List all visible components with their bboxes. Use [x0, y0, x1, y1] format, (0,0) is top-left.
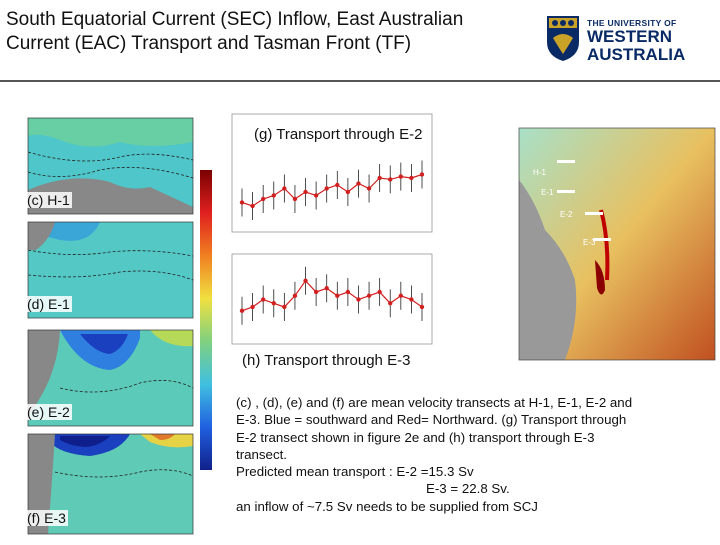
title-line-2: Current (EAC) Transport and Tasman Front… [6, 33, 412, 54]
transport-g-point [356, 181, 361, 186]
transport-h-point [335, 293, 340, 298]
transport-h-point [356, 297, 361, 302]
caption-line-7: an inflow of ~7.5 Sv needs to be supplie… [236, 498, 538, 514]
transport-h-point [419, 304, 425, 310]
transport-g-title: (g) Transport through E-2 [254, 126, 423, 143]
eddy-map: H-1 E-1 E-2 E-3 [505, 120, 717, 375]
figure-caption: (c) , (d), (e) and (f) are mean velocity… [236, 394, 718, 515]
title-divider [0, 80, 720, 82]
transport-g-point [398, 174, 404, 179]
transport-g-point [409, 175, 414, 181]
caption-line-4: transect. [236, 446, 287, 462]
logo-line-2: WESTERN [587, 27, 672, 46]
transport-h-point [303, 278, 308, 283]
panel-e-label: (e) E-2 [25, 404, 72, 420]
panel-d-label: (d) E-1 [25, 296, 72, 312]
map-label-h1: H-1 [533, 168, 546, 177]
transport-h-title: (h) Transport through E-3 [242, 352, 411, 369]
transport-g-point [292, 196, 298, 202]
map-label-e3: E-3 [583, 238, 596, 247]
transport-g-point [324, 186, 329, 191]
crest-icon [547, 16, 579, 61]
transport-g-point [260, 196, 266, 202]
transect-panel-d: (d) E-1 [0, 220, 205, 325]
transport-g-point [377, 175, 382, 181]
transport-g-point [250, 203, 255, 209]
panel-c-label: (c) H-1 [25, 192, 72, 208]
transport-h-point [250, 304, 255, 310]
transport-h-point [260, 297, 266, 302]
caption-line-2: E-3. Blue = southward and Red= Northward… [236, 412, 627, 428]
transport-h-point [377, 289, 382, 295]
transect-panel-c: (c) H-1 [0, 112, 205, 217]
transport-h-point [345, 289, 351, 295]
transport-h-point [239, 308, 245, 313]
velocity-colorbar [200, 170, 212, 470]
transport-h-point [388, 301, 393, 306]
logo-line-1: THE UNIVERSITY OF [587, 18, 677, 28]
map-label-e1: E-1 [541, 188, 554, 197]
transport-g-point [419, 172, 425, 177]
transport-g-point [271, 193, 276, 198]
transport-chart-g [231, 113, 433, 233]
transport-chart-h [231, 253, 433, 345]
transect-panel-f: (f) E-3 [0, 432, 205, 540]
transport-h-point [324, 286, 329, 291]
logo-line-3: AUSTRALIA [587, 45, 686, 64]
transport-g-point [335, 182, 340, 188]
transport-g-point [345, 189, 351, 195]
transport-g-point [313, 193, 319, 198]
transport-h-point [409, 297, 414, 302]
transport-g-point [388, 177, 393, 182]
title-line-1: South Equatorial Current (SEC) Inflow, E… [6, 9, 464, 30]
caption-line-3: E-2 transect shown in figure 2e and (h) … [236, 429, 595, 445]
transport-g-point [366, 186, 372, 191]
transport-plot-e3: (h) Transport through E-3 [222, 252, 437, 377]
caption-line-1: (c) , (d), (e) and (f) are mean velocity… [236, 395, 633, 410]
transport-h-point [398, 293, 404, 298]
transport-h-point [292, 293, 298, 298]
transport-h-point [313, 289, 319, 295]
transport-g-point [239, 200, 245, 205]
transport-g-point [282, 186, 287, 191]
transport-plot-e2: (g) Transport through E-2 [222, 112, 437, 242]
transport-g-point [303, 189, 308, 195]
map-label-e2: E-2 [560, 210, 573, 219]
university-logo: THE UNIVERSITY OF WESTERN AUSTRALIA [545, 14, 715, 70]
transport-h-point [282, 304, 287, 310]
transport-h-point [271, 301, 276, 306]
transport-h-point [366, 293, 372, 298]
caption-line-6: E-3 = 22.8 Sv. [426, 481, 510, 497]
slide-title: South Equatorial Current (SEC) Inflow, E… [6, 8, 526, 56]
panel-f-label: (f) E-3 [25, 510, 68, 526]
transect-panel-e: (e) E-2 [0, 328, 205, 433]
caption-line-5: Predicted mean transport : E-2 =15.3 Sv [236, 464, 474, 480]
